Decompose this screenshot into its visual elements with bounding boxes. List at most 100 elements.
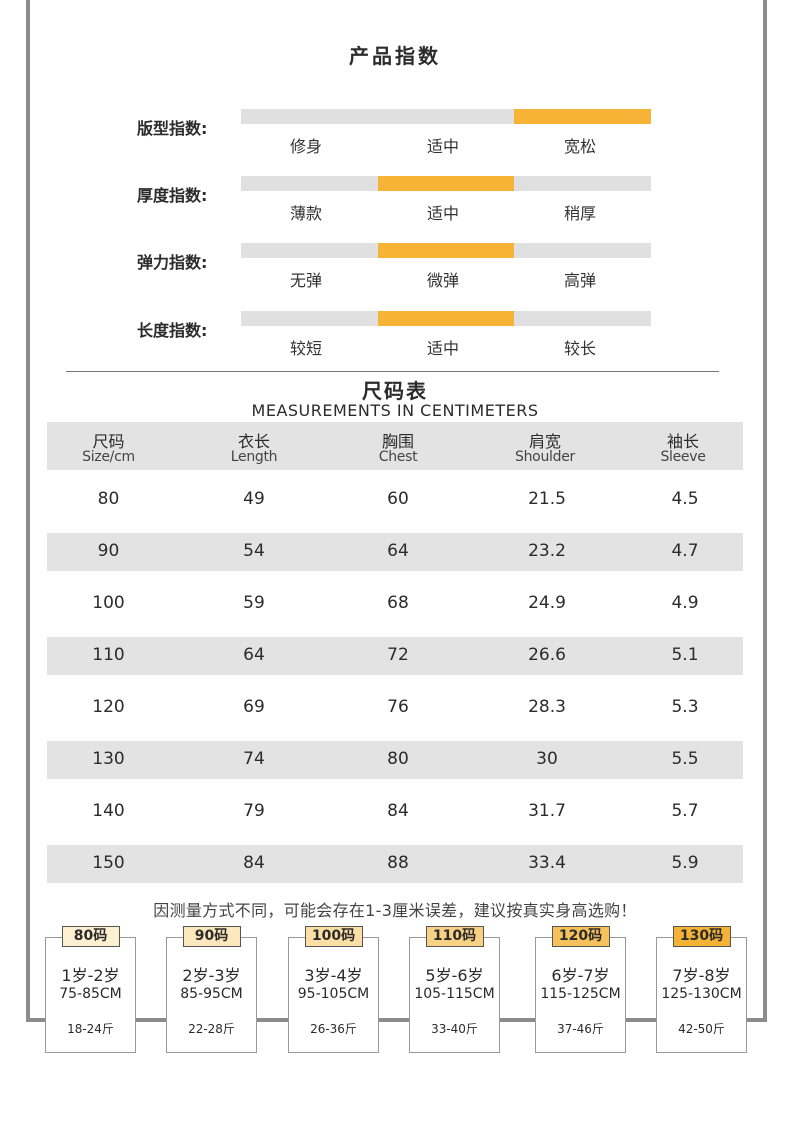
index-bar xyxy=(241,311,652,326)
table-cell: 54 xyxy=(243,541,265,561)
card-weight: 22-28斤 xyxy=(188,1022,235,1036)
index-bar xyxy=(241,109,652,124)
table-cell: 64 xyxy=(387,541,409,561)
index-option: 薄款 xyxy=(289,204,322,223)
index-segment xyxy=(514,109,652,124)
index-option: 修身 xyxy=(289,137,322,156)
index-label: 长度指数: xyxy=(137,321,208,340)
card-weight: 33-40斤 xyxy=(431,1022,478,1036)
card-height: 75-85CM xyxy=(59,986,122,1002)
index-segment xyxy=(377,176,515,191)
index-option: 适中 xyxy=(426,204,459,223)
table-row: 80 49 60 21.5 4.5 xyxy=(47,481,743,519)
table-cell: 100 xyxy=(92,593,125,613)
table-cell: 4.7 xyxy=(671,541,699,561)
size-tag: 130码 xyxy=(672,926,731,947)
index-segment xyxy=(514,243,652,258)
header-cn: 衣长 xyxy=(237,432,270,451)
table-cell: 5.1 xyxy=(671,645,699,665)
table-cell: 31.7 xyxy=(528,801,566,821)
measurement-note: 因测量方式不同，可能会存在1-3厘米误差，建议按真实身高选购！ xyxy=(153,901,637,920)
header-cn: 尺码 xyxy=(92,432,125,451)
header-en: Shoulder xyxy=(515,449,575,465)
index-segment xyxy=(241,243,378,258)
index-segment xyxy=(377,243,515,258)
card-weight: 37-46斤 xyxy=(557,1022,604,1036)
card-age: 7岁-8岁 xyxy=(672,966,731,985)
table-cell: 5.7 xyxy=(671,801,699,821)
table-cell: 5.3 xyxy=(671,697,699,717)
index-option: 无弹 xyxy=(289,271,322,290)
index-label: 版型指数: xyxy=(137,119,208,138)
header-cn: 胸围 xyxy=(381,432,414,451)
table-cell: 80 xyxy=(387,749,409,769)
table-row: 110 64 72 26.6 5.1 xyxy=(47,637,743,675)
age-card: 100码 3岁-4岁 95-105CM 26-36斤 xyxy=(288,926,379,1053)
product-index-title: 产品指数 xyxy=(349,44,441,68)
index-bar xyxy=(241,243,652,258)
table-cell: 59 xyxy=(243,593,265,613)
table-cell: 68 xyxy=(387,593,409,613)
index-segment xyxy=(514,176,652,191)
card-weight: 18-24斤 xyxy=(67,1022,114,1036)
index-label: 厚度指数: xyxy=(137,186,208,205)
index-segment xyxy=(377,109,515,124)
index-row-length: 长度指数: 较短 适中 较长 xyxy=(0,311,790,371)
table-cell: 4.9 xyxy=(671,593,699,613)
table-cell: 140 xyxy=(92,801,125,821)
index-option: 较长 xyxy=(563,339,596,358)
age-card: 90码 2岁-3岁 85-95CM 22-28斤 xyxy=(166,926,257,1053)
card-age: 3岁-4岁 xyxy=(304,966,363,985)
table-row: 140 79 84 31.7 5.7 xyxy=(47,793,743,831)
card-age: 5岁-6岁 xyxy=(425,966,484,985)
index-segment xyxy=(241,311,378,326)
header-cn: 袖长 xyxy=(666,432,699,451)
index-option: 适中 xyxy=(426,339,459,358)
card-height: 85-95CM xyxy=(180,986,243,1002)
table-row: 100 59 68 24.9 4.9 xyxy=(47,585,743,623)
frame-right-border xyxy=(763,0,767,1022)
card-age: 1岁-2岁 xyxy=(61,966,120,985)
table-cell: 21.5 xyxy=(528,489,566,509)
table-cell: 49 xyxy=(243,489,265,509)
frame-bottom-border xyxy=(26,1018,767,1022)
table-cell: 24.9 xyxy=(528,593,566,613)
table-cell: 80 xyxy=(97,489,120,509)
size-tag: 90码 xyxy=(182,926,241,947)
index-option: 高弹 xyxy=(563,271,596,290)
card-weight: 42-50斤 xyxy=(678,1022,725,1036)
index-row-fit: 版型指数: 修身 适中 宽松 xyxy=(0,109,790,169)
card-height: 115-125CM xyxy=(540,986,621,1002)
size-chart-title: 尺码表 xyxy=(362,379,428,403)
header-en: Chest xyxy=(378,449,418,465)
table-cell: 4.5 xyxy=(671,489,699,509)
header-en: Sleeve xyxy=(660,449,706,465)
table-cell: 84 xyxy=(387,801,409,821)
table-row: 120 69 76 28.3 5.3 xyxy=(47,689,743,727)
age-card: 120码 6岁-7岁 115-125CM 37-46斤 xyxy=(535,926,626,1053)
table-cell: 130 xyxy=(92,749,125,769)
table-cell: 90 xyxy=(97,541,120,561)
table-cell: 76 xyxy=(387,697,409,717)
table-cell: 72 xyxy=(387,645,409,665)
index-label: 弹力指数: xyxy=(137,253,208,272)
table-cell: 74 xyxy=(243,749,265,769)
table-cell: 69 xyxy=(243,697,265,717)
index-row-elasticity: 弹力指数: 无弹 微弹 高弹 xyxy=(0,243,790,303)
table-cell: 64 xyxy=(243,645,265,665)
card-height: 95-105CM xyxy=(297,986,370,1002)
table-cell: 79 xyxy=(243,801,265,821)
card-height: 105-115CM xyxy=(414,986,495,1002)
table-cell: 28.3 xyxy=(528,697,566,717)
table-cell: 5.9 xyxy=(671,853,699,873)
size-tag: 100码 xyxy=(304,926,363,947)
table-cell: 150 xyxy=(92,853,125,873)
index-option: 宽松 xyxy=(563,137,596,156)
card-age: 2岁-3岁 xyxy=(182,966,241,985)
card-age: 6岁-7岁 xyxy=(551,966,610,985)
table-cell: 33.4 xyxy=(528,853,566,873)
table-cell: 84 xyxy=(243,853,265,873)
header-cn: 肩宽 xyxy=(528,432,561,451)
card-weight: 26-36斤 xyxy=(310,1022,357,1036)
index-segment xyxy=(377,311,515,326)
